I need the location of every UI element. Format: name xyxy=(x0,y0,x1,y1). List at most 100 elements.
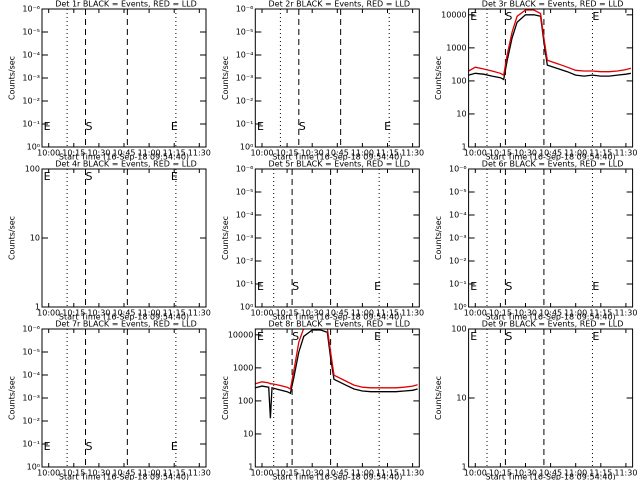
x-tick-label: 11:00 xyxy=(351,309,374,318)
x-tick-label: 10:15 xyxy=(489,469,512,478)
plot-frame xyxy=(41,168,207,308)
y-tick-label: 10 xyxy=(243,429,253,438)
x-tick-label: 10:00 xyxy=(250,149,273,158)
x-tick-label: 10:30 xyxy=(87,469,110,478)
y-tick-label: 10⁻⁵ xyxy=(22,348,40,357)
panel: Det 5r BLACK = Events, RED = LLD Start Ti… xyxy=(221,160,424,322)
y-tick-label: 10⁻⁴ xyxy=(22,371,40,380)
plot-frame xyxy=(254,168,420,308)
y-tick-label: 10⁻⁴ xyxy=(236,51,254,60)
plot-frame xyxy=(468,168,634,308)
y-tick-label: 10000 xyxy=(228,330,253,339)
x-tick-label: 11:30 xyxy=(188,469,211,478)
annotation: S xyxy=(292,280,299,293)
x-tick-label: 11:15 xyxy=(163,309,186,318)
x-tick-label: 10:45 xyxy=(539,309,562,318)
x-tick-label: 10:00 xyxy=(37,149,60,158)
x-tick-label: 11:15 xyxy=(376,309,399,318)
panel: Det 7r BLACK = Events, RED = LLD Start Ti… xyxy=(8,320,211,480)
x-tick-label: 11:15 xyxy=(163,149,186,158)
x-tick-label: 10:45 xyxy=(326,149,349,158)
annotation: E xyxy=(470,280,477,293)
y-tick-label: 10⁻³ xyxy=(236,74,254,83)
y-tick-label: 10⁻³ xyxy=(22,394,40,403)
x-tick-label: 11:00 xyxy=(138,469,161,478)
x-tick-label: 10:15 xyxy=(62,149,85,158)
y-tick-label: 10⁰ xyxy=(27,143,40,152)
y-tick-label: 10⁻⁴ xyxy=(22,51,40,60)
y-tick-label: 1 xyxy=(248,463,253,472)
panel: Det 8r BLACK = Events, RED = LLD Start Ti… xyxy=(221,320,424,480)
x-tick-label: 10:15 xyxy=(276,309,299,318)
x-tick-label: 10:00 xyxy=(464,149,487,158)
x-tick-label: 11:30 xyxy=(188,309,211,318)
x-axis-label: Start Time (16-Sep-18 09:54:40) xyxy=(59,473,189,480)
panel: Det 9r BLACK = Events, RED = LLD Start Ti… xyxy=(434,320,637,480)
y-tick-label: 10⁻¹ xyxy=(236,120,254,129)
y-axis-label: Counts/sec xyxy=(8,376,17,420)
x-tick-label: 10:45 xyxy=(326,469,349,478)
panel: Det 6r BLACK = Events, RED = LLD Start Ti… xyxy=(434,160,637,322)
x-tick-label: 10:15 xyxy=(276,469,299,478)
annotation: S xyxy=(292,330,299,343)
x-tick-label: 10:00 xyxy=(250,309,273,318)
x-tick-label: 11:00 xyxy=(138,149,161,158)
y-tick-label: 10⁻² xyxy=(22,417,40,426)
panel: Det 1r BLACK = Events, RED = LLD Start Ti… xyxy=(8,0,211,162)
annotation: E xyxy=(470,10,477,23)
annotation: S xyxy=(505,330,512,343)
x-tick-label: 11:00 xyxy=(351,469,374,478)
annotation: S xyxy=(505,280,512,293)
x-tick-label: 11:15 xyxy=(589,469,612,478)
x-tick-label: 11:30 xyxy=(614,469,637,478)
x-tick-label: 10:30 xyxy=(301,309,324,318)
x-tick-label: 11:00 xyxy=(564,469,587,478)
x-axis-label: Start Time (16-Sep-18 09:54:40) xyxy=(486,153,616,162)
x-axis-label: Start Time (16-Sep-18 09:54:40) xyxy=(486,473,616,480)
panel: Det 4r BLACK = Events, RED = LLD Start Ti… xyxy=(8,160,211,322)
y-tick-label: 10⁻² xyxy=(449,257,467,266)
annotation: E xyxy=(470,330,477,343)
x-tick-label: 10:15 xyxy=(62,309,85,318)
y-axis-label: Counts/sec xyxy=(8,56,17,100)
x-tick-label: 10:30 xyxy=(514,149,537,158)
y-tick-label: 10⁰ xyxy=(240,143,253,152)
y-tick-label: 10⁻⁵ xyxy=(449,188,467,197)
x-axis-label: Start Time (16-Sep-18 09:54:40) xyxy=(272,153,402,162)
annotation: E xyxy=(171,440,178,453)
x-tick-label: 10:00 xyxy=(464,309,487,318)
x-tick-label: 10:30 xyxy=(514,309,537,318)
y-tick-label: 10⁻⁶ xyxy=(22,325,40,334)
x-tick-label: 11:15 xyxy=(376,149,399,158)
annotation: S xyxy=(505,10,512,23)
annotation: E xyxy=(257,280,264,293)
y-tick-label: 10⁻⁵ xyxy=(236,188,254,197)
x-tick-label: 10:45 xyxy=(112,469,135,478)
annotation: E xyxy=(592,280,599,293)
y-tick-label: 1 xyxy=(462,143,467,152)
x-tick-label: 10:15 xyxy=(489,309,512,318)
y-tick-label: 10⁻⁴ xyxy=(449,211,467,220)
x-tick-label: 10:00 xyxy=(464,469,487,478)
annotation: E xyxy=(44,170,51,183)
x-tick-label: 11:30 xyxy=(614,149,637,158)
y-tick-label: 10⁻⁵ xyxy=(22,28,40,37)
y-tick-label: 100 xyxy=(25,165,40,174)
x-tick-label: 10:30 xyxy=(87,309,110,318)
x-axis-label: Start Time (16-Sep-18 09:54:40) xyxy=(486,313,616,322)
y-tick-label: 10⁻⁴ xyxy=(236,211,254,220)
y-tick-label: 10⁻² xyxy=(22,97,40,106)
annotation: E xyxy=(257,120,264,133)
panel-title: Det 7r BLACK = Events, RED = LLD xyxy=(55,320,197,329)
y-tick-label: 1000 xyxy=(233,363,253,372)
panel: Det 2r BLACK = Events, RED = LLD Start Ti… xyxy=(221,0,424,162)
y-tick-label: 100 xyxy=(451,76,466,85)
x-axis-label: Start Time (16-Sep-18 09:54:40) xyxy=(272,313,402,322)
plot-frame xyxy=(254,328,420,468)
annotation: E xyxy=(592,330,599,343)
y-tick-label: 10 xyxy=(30,234,40,243)
y-tick-label: 10⁻³ xyxy=(22,74,40,83)
x-tick-label: 11:00 xyxy=(138,309,161,318)
panel-title: Det 5r BLACK = Events, RED = LLD xyxy=(269,160,411,169)
